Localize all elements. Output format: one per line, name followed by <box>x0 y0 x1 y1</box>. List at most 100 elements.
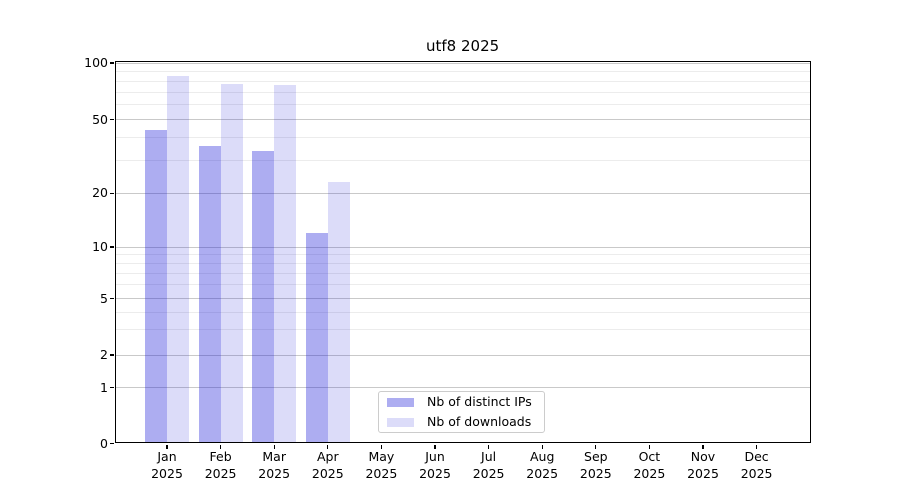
y-tick-mark <box>110 297 114 300</box>
bar-downloads-mar <box>274 85 297 444</box>
y-tick-mark <box>110 354 114 356</box>
y-tick-label: 5 <box>100 290 108 306</box>
x-tick-mark <box>220 444 222 449</box>
year-label: 2025 <box>258 465 291 481</box>
x-tick-label-aug: Aug 2025 <box>510 449 574 482</box>
legend-label: Nb of downloads <box>427 414 532 429</box>
y-tick-label: 20 <box>92 185 108 201</box>
x-tick-mark <box>756 444 758 449</box>
y-tick-mark <box>110 192 114 194</box>
x-tick-label-jun: Jun 2025 <box>403 449 467 482</box>
x-tick-label-jul: Jul 2025 <box>457 449 521 482</box>
year-label: 2025 <box>687 465 719 481</box>
minor-gridline <box>114 136 811 138</box>
minor-gridline <box>114 284 811 286</box>
x-tick-mark <box>434 444 436 449</box>
year-label: 2025 <box>633 465 666 481</box>
bar-distinct-ips-jan <box>145 129 167 444</box>
x-tick-label-apr: Apr 2025 <box>296 449 360 482</box>
month-label: Feb <box>209 449 232 464</box>
major-gridline <box>114 354 811 356</box>
y-tick-mark <box>110 62 114 64</box>
year-label: 2025 <box>151 465 183 481</box>
bar-distinct-ips-apr <box>305 232 328 444</box>
y-tick-label: 10 <box>92 239 108 254</box>
y-tick-label: 2 <box>100 347 108 362</box>
month-label: Jul <box>481 449 497 464</box>
y-tick-label: 50 <box>92 111 108 127</box>
year-label: 2025 <box>365 465 398 481</box>
major-gridline <box>114 62 811 64</box>
month-label: Nov <box>690 449 716 464</box>
x-tick-mark <box>702 444 704 449</box>
x-tick-mark <box>327 444 329 449</box>
x-tick-mark <box>541 444 543 449</box>
year-label: 2025 <box>472 465 505 481</box>
legend-label: Nb of distinct IPs <box>427 394 532 409</box>
major-gridline <box>114 298 811 299</box>
x-tick-mark <box>648 444 650 449</box>
x-tick-label-sep: Sep 2025 <box>564 449 628 482</box>
minor-gridline <box>114 254 811 256</box>
y-tick-mark <box>110 118 114 121</box>
x-tick-label-dec: Dec 2025 <box>725 449 789 482</box>
minor-gridline <box>114 329 811 331</box>
legend-item-downloads: Nb of downloads <box>379 414 544 431</box>
month-label: Sep <box>584 449 608 464</box>
major-gridline <box>114 119 811 120</box>
x-tick-label-feb: Feb 2025 <box>189 449 253 482</box>
bar-distinct-ips-mar <box>252 150 275 444</box>
x-tick-label-mar: Mar 2025 <box>242 449 306 482</box>
bar-distinct-ips-feb <box>198 145 221 444</box>
minor-gridline <box>114 263 811 265</box>
year-label: 2025 <box>419 465 451 481</box>
month-label: May <box>368 449 395 464</box>
month-label: Jan <box>157 449 177 464</box>
major-gridline <box>114 192 811 194</box>
month-label: Aug <box>529 449 555 464</box>
y-tick-label: 100 <box>84 55 108 70</box>
month-label: Jun <box>425 449 445 464</box>
y-tick-mark <box>110 442 114 445</box>
y-tick-mark <box>110 386 114 389</box>
major-gridline <box>114 246 811 248</box>
minor-gridline <box>114 91 811 93</box>
minor-gridline <box>114 160 811 162</box>
year-label: 2025 <box>526 465 559 481</box>
month-label: Oct <box>638 449 661 464</box>
year-label: 2025 <box>579 465 612 481</box>
minor-gridline <box>114 104 811 106</box>
year-label: 2025 <box>311 465 344 481</box>
y-tick-label: 1 <box>100 379 108 395</box>
minor-gridline <box>114 71 811 73</box>
x-tick-mark <box>595 444 597 449</box>
x-tick-label-nov: Nov 2025 <box>671 449 735 482</box>
legend: Nb of distinct IPs Nb of downloads <box>378 391 545 433</box>
bar-downloads-jan <box>167 76 189 444</box>
minor-gridline <box>114 80 811 82</box>
legend-item-distinct-ips: Nb of distinct IPs <box>379 394 544 411</box>
distinct-ips-swatch-icon <box>387 397 414 407</box>
year-label: 2025 <box>740 465 773 481</box>
month-label: Mar <box>262 449 286 464</box>
minor-gridline <box>114 273 811 274</box>
bar-downloads-feb <box>220 84 243 444</box>
downloads-swatch-icon <box>387 417 414 427</box>
x-tick-label-jan: Jan 2025 <box>135 449 199 482</box>
x-tick-mark <box>166 444 168 449</box>
y-tick-label: 0 <box>100 435 108 451</box>
y-tick-mark <box>110 246 114 248</box>
x-tick-mark <box>273 444 275 449</box>
month-label: Apr <box>316 449 339 464</box>
chart-title: utf8 2025 <box>426 37 500 55</box>
major-gridline <box>114 387 811 388</box>
x-tick-label-may: May 2025 <box>349 449 413 482</box>
year-label: 2025 <box>204 465 237 481</box>
x-tick-mark <box>488 444 490 449</box>
month-label: Dec <box>744 449 769 464</box>
bar-downloads-apr <box>327 182 350 444</box>
minor-gridline <box>114 311 811 313</box>
x-tick-label-oct: Oct 2025 <box>617 449 681 482</box>
x-tick-mark <box>380 444 382 449</box>
